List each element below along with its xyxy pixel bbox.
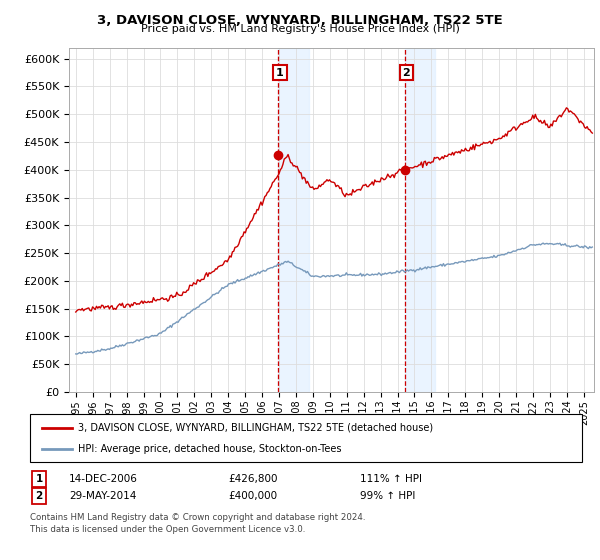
- Text: This data is licensed under the Open Government Licence v3.0.: This data is licensed under the Open Gov…: [30, 525, 305, 534]
- Text: HPI: Average price, detached house, Stockton-on-Tees: HPI: Average price, detached house, Stoc…: [78, 444, 341, 454]
- Text: £400,000: £400,000: [228, 491, 277, 501]
- Text: 3, DAVISON CLOSE, WYNYARD, BILLINGHAM, TS22 5TE (detached house): 3, DAVISON CLOSE, WYNYARD, BILLINGHAM, T…: [78, 423, 433, 433]
- Text: 111% ↑ HPI: 111% ↑ HPI: [360, 474, 422, 484]
- Text: 1: 1: [276, 68, 284, 78]
- Text: £426,800: £426,800: [228, 474, 277, 484]
- Text: 1: 1: [35, 474, 43, 484]
- Text: 29-MAY-2014: 29-MAY-2014: [69, 491, 136, 501]
- Bar: [404, 48, 435, 392]
- Text: 2: 2: [35, 491, 43, 501]
- Text: 14-DEC-2006: 14-DEC-2006: [69, 474, 138, 484]
- Text: 99% ↑ HPI: 99% ↑ HPI: [360, 491, 415, 501]
- Bar: [278, 48, 309, 392]
- Text: Price paid vs. HM Land Registry's House Price Index (HPI): Price paid vs. HM Land Registry's House …: [140, 24, 460, 34]
- Text: Contains HM Land Registry data © Crown copyright and database right 2024.: Contains HM Land Registry data © Crown c…: [30, 514, 365, 522]
- Text: 2: 2: [403, 68, 410, 78]
- Text: 3, DAVISON CLOSE, WYNYARD, BILLINGHAM, TS22 5TE: 3, DAVISON CLOSE, WYNYARD, BILLINGHAM, T…: [97, 14, 503, 27]
